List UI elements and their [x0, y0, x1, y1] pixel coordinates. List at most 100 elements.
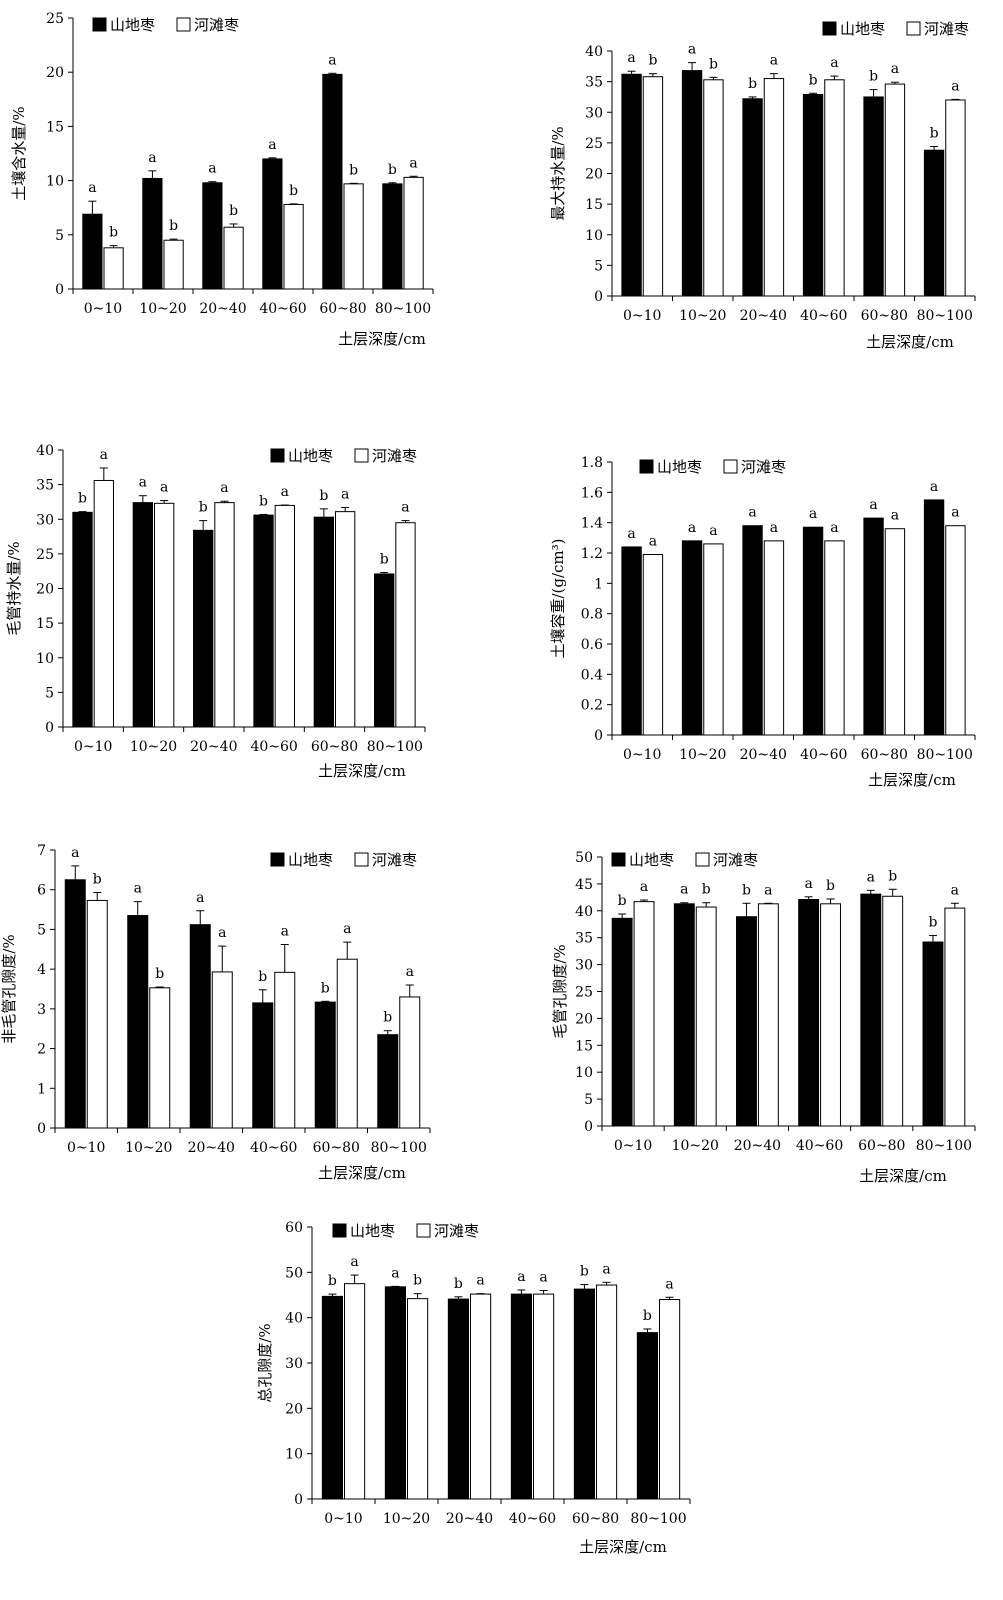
y-tick-label: 40: [36, 443, 54, 459]
significance-label: a: [748, 505, 756, 521]
x-tick-label: 80~100: [371, 1140, 427, 1156]
y-tick-label: 15: [46, 119, 64, 135]
y-tick-label: 10: [585, 228, 603, 244]
bar-mountain: [377, 1034, 399, 1129]
bar-mountain: [72, 511, 93, 728]
bar-mountain: [127, 915, 149, 1129]
significance-label: a: [539, 1269, 547, 1285]
y-tick-label: 35: [575, 931, 593, 947]
chart-panel-2: 0 5 10 15 20 25 30 35 40 0~10 10~20 20~40 40~60 60~80…: [549, 20, 976, 351]
significance-label: b: [709, 56, 718, 72]
y-tick-label: 0.4: [581, 667, 603, 683]
bar-mountain: [142, 177, 163, 290]
significance-label: a: [281, 924, 289, 940]
x-tick-label: 60~80: [311, 739, 358, 755]
significance-label: a: [709, 523, 717, 539]
y-tick-label: 35: [36, 478, 54, 494]
legend: 山地枣 河滩枣: [822, 20, 969, 38]
significance-label: a: [688, 42, 696, 58]
x-tick-label: 20~40: [734, 1138, 781, 1154]
significance-label: b: [809, 72, 818, 88]
significance-label: a: [869, 497, 877, 513]
legend: 山地枣 河滩枣: [611, 851, 758, 869]
significance-label: b: [648, 53, 657, 69]
bar-mountain: [573, 1288, 596, 1500]
bar-river: [703, 79, 724, 297]
bar-river: [211, 971, 233, 1129]
bar-river: [407, 1298, 429, 1500]
bar-mountain: [202, 182, 223, 290]
significance-label: b: [199, 500, 208, 516]
bar-river: [642, 554, 664, 736]
bar-mountain: [510, 1293, 532, 1500]
y-tick-label: 30: [285, 1356, 303, 1372]
bar-mountain: [923, 499, 945, 736]
x-tick-label: 20~40: [740, 308, 787, 324]
x-tick-label: 60~80: [861, 308, 908, 324]
x-tick-label: 80~100: [916, 1138, 972, 1154]
bar-mountain: [863, 517, 884, 736]
x-tick-label: 40~60: [800, 747, 847, 763]
y-tick-label: 1.2: [581, 546, 603, 562]
bar-mountain: [802, 93, 824, 297]
legend: 山地枣 河滩枣: [92, 16, 239, 34]
bar-mountain: [621, 546, 642, 736]
significance-label: a: [343, 921, 351, 937]
significance-label: a: [627, 526, 635, 542]
significance-label: a: [830, 55, 838, 71]
legend-label-mountain: 山地枣: [840, 20, 885, 38]
significance-label: a: [160, 480, 168, 496]
x-tick-label: 10~20: [125, 1140, 172, 1156]
bar-mountain: [253, 514, 274, 728]
y-tick-label: 40: [575, 904, 593, 920]
x-tick-label: 40~60: [250, 1140, 297, 1156]
y-tick-label: 20: [575, 1011, 593, 1027]
bar-mountain: [736, 916, 757, 1127]
y-tick-label: 60: [285, 1220, 303, 1236]
y-tick-label: 4: [37, 962, 46, 978]
significance-label: b: [78, 491, 87, 507]
x-axis-title: 土层深度/cm: [318, 1164, 406, 1182]
legend-label-river: 河滩枣: [741, 458, 786, 476]
y-tick-label: 50: [285, 1265, 303, 1281]
bar-mountain: [636, 1332, 659, 1500]
bar-mountain: [681, 70, 703, 297]
y-tick-label: 6: [37, 883, 46, 899]
significance-label: a: [268, 137, 276, 153]
legend-swatch-mountain: [270, 852, 285, 867]
y-axis-title: 毛管孔隙度/%: [551, 944, 569, 1038]
x-tick-label: 60~80: [858, 1138, 905, 1154]
significance-label: b: [259, 493, 268, 509]
legend-label-river: 河滩枣: [924, 20, 969, 38]
bar-mountain: [611, 917, 633, 1127]
y-tick-label: 3: [37, 1002, 46, 1018]
bar-river: [659, 1299, 681, 1500]
significance-label: b: [258, 969, 267, 985]
x-tick-label: 0~10: [84, 301, 122, 317]
bar-mountain: [321, 1295, 343, 1500]
bar-mountain: [314, 1001, 336, 1129]
x-axis-title: 土层深度/cm: [866, 333, 954, 351]
y-axis-title: 总孔隙度/%: [256, 1323, 274, 1402]
bar-river: [223, 226, 244, 290]
bar-mountain: [64, 879, 86, 1129]
significance-label: a: [891, 508, 899, 524]
significance-label: b: [888, 868, 897, 884]
y-tick-label: 5: [37, 922, 46, 938]
significance-label: b: [748, 76, 757, 92]
x-tick-label: 80~100: [630, 1511, 686, 1527]
bar-river: [274, 504, 295, 728]
legend: 山地枣 河滩枣: [332, 1222, 479, 1240]
significance-label: a: [602, 1261, 610, 1277]
y-tick-label: 5: [45, 685, 54, 701]
bar-river: [283, 203, 304, 290]
significance-label: b: [454, 1276, 463, 1292]
significance-label: a: [406, 964, 414, 980]
chart-panel-1: 0 5 10 15 20 25 0~10 10~20 20~40 40~60 60~80 80~100…: [10, 11, 434, 348]
y-tick-label: 0: [594, 728, 603, 744]
significance-label: a: [196, 890, 204, 906]
significance-label: b: [380, 552, 389, 568]
y-tick-label: 1.8: [581, 455, 603, 471]
bar-river: [763, 78, 785, 297]
y-tick-label: 1: [37, 1081, 46, 1097]
